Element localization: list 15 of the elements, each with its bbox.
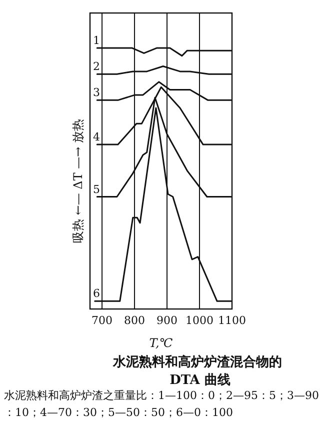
text: 水泥熟料和高炉炉渣之重量比：1—100：0；2—95：5；3—90：10；4—70：30；5—50：50；6—0：100 — [4, 389, 319, 419]
series-label: 1 — [93, 34, 100, 47]
x-tick-label: 900 — [156, 314, 178, 327]
x-tick-label: 800 — [124, 314, 146, 327]
series-label: 2 — [93, 60, 100, 74]
text: 水泥熟料和高炉炉渣混合物的 DTA 曲线 — [112, 354, 287, 388]
y-axis-title: 吸热 ←— ΔT —→ 放热 — [71, 118, 85, 244]
series-label: 3 — [93, 86, 100, 100]
series-label: 5 — [93, 182, 100, 196]
x-axis-title: T,℃ — [149, 336, 174, 350]
x-tick-label: 1000 — [186, 314, 214, 327]
x-tick-label: 1100 — [218, 314, 246, 327]
x-tick-label: 700 — [92, 314, 113, 327]
series-label: 4 — [93, 130, 100, 144]
series-label: 6 — [93, 287, 100, 300]
